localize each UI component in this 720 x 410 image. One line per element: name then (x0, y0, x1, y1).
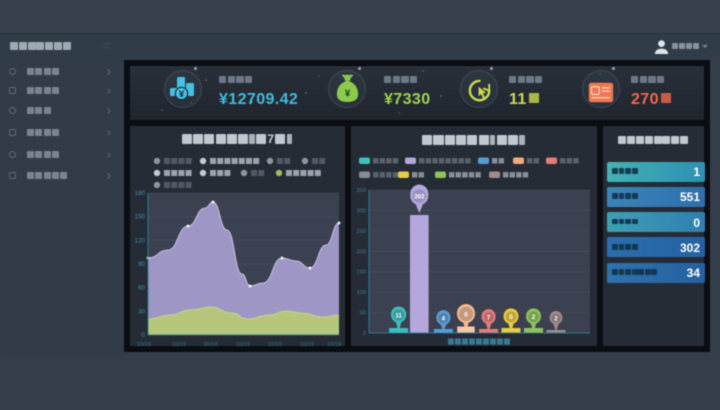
svg-text:90: 90 (138, 261, 145, 268)
svg-text:10/19: 10/19 (204, 342, 218, 348)
svg-text:180: 180 (135, 190, 146, 197)
svg-text:10/19: 10/19 (172, 342, 186, 348)
svg-text:350: 350 (357, 188, 366, 194)
svg-text:0: 0 (142, 332, 146, 339)
svg-text:7: 7 (487, 314, 491, 321)
svg-text:¥: ¥ (345, 89, 351, 100)
svg-text:0: 0 (509, 314, 513, 321)
svg-text:10/19: 10/19 (268, 342, 282, 348)
svg-text:0: 0 (464, 311, 468, 318)
svg-text:10/19: 10/19 (327, 342, 341, 348)
svg-text:100: 100 (357, 290, 366, 296)
svg-text:250: 250 (357, 229, 366, 235)
svg-text:150: 150 (135, 214, 146, 221)
svg-text:¥: ¥ (179, 89, 185, 100)
svg-text:120: 120 (135, 237, 146, 244)
svg-text:200: 200 (357, 249, 366, 255)
svg-text:4: 4 (442, 315, 446, 322)
svg-text:10/19: 10/19 (300, 342, 314, 348)
svg-text:0: 0 (363, 331, 366, 337)
svg-text:30: 30 (138, 308, 145, 315)
svg-text:300: 300 (357, 208, 366, 214)
svg-text:302: 302 (414, 194, 425, 201)
svg-text:10/19: 10/19 (236, 342, 250, 348)
svg-text:10/19: 10/19 (137, 342, 151, 348)
svg-text:2: 2 (532, 314, 536, 321)
svg-text:11: 11 (395, 312, 402, 319)
svg-text:150: 150 (357, 270, 366, 276)
svg-text:50: 50 (360, 311, 366, 317)
svg-text:2: 2 (554, 315, 558, 322)
svg-text:60: 60 (138, 285, 145, 292)
